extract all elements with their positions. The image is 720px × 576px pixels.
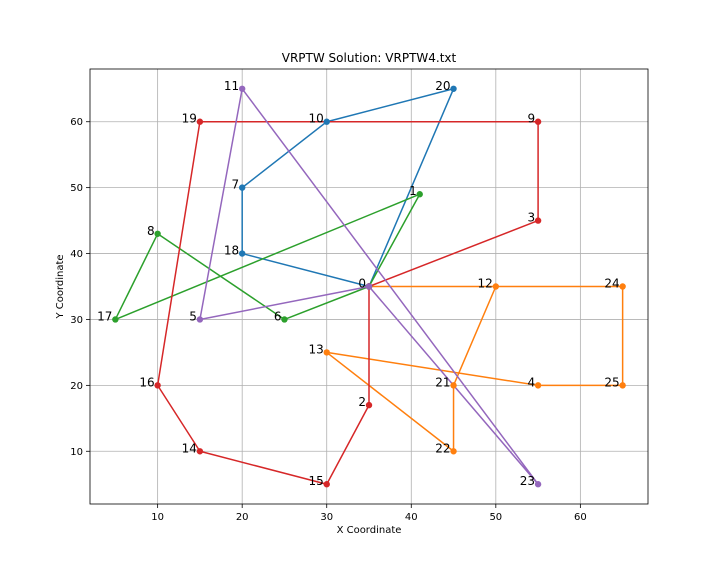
x-tick-label: 20 (236, 512, 249, 523)
route-point-2 (450, 448, 457, 455)
y-tick-label: 30 (70, 315, 83, 326)
node-label: 22 (435, 441, 450, 455)
node-label: 3 (527, 211, 535, 225)
route-point-3 (112, 316, 119, 323)
route-point-4 (196, 448, 204, 455)
x-tick-label: 50 (489, 512, 502, 523)
route-point-5 (238, 85, 246, 92)
route-point-2 (534, 382, 542, 389)
points (112, 85, 626, 488)
route-point-5 (365, 283, 373, 290)
node-label: 18 (224, 244, 239, 258)
node-label: 21 (435, 375, 450, 389)
y-axis-label: Y Coordinate (55, 254, 66, 319)
route-point-5 (196, 316, 204, 323)
node-label: 12 (478, 277, 493, 291)
node-label: 1 (409, 184, 417, 198)
node-label: 10 (308, 112, 323, 126)
node-label: 8 (147, 224, 155, 238)
y-tick-label: 10 (70, 447, 83, 458)
y-tick-label: 50 (70, 183, 83, 194)
y-tick-label: 20 (70, 381, 83, 392)
node-label: 20 (435, 79, 450, 93)
route-point-4 (196, 118, 204, 125)
node-label: 9 (527, 112, 535, 126)
route-point-3 (154, 230, 161, 237)
x-tick-label: 60 (574, 512, 587, 523)
node-label: 13 (308, 342, 323, 356)
x-tick-label: 40 (405, 512, 418, 523)
y-tick-label: 40 (70, 249, 83, 260)
route-point-2 (492, 283, 500, 290)
depot-label: 0 (358, 277, 366, 291)
y-tick-label: 60 (70, 117, 83, 128)
route-point-4 (323, 481, 330, 488)
node-label: 23 (520, 474, 535, 488)
route-line-3 (114, 193, 421, 321)
node-label: 16 (139, 375, 154, 389)
route-point-4 (534, 217, 542, 224)
node-label: 25 (604, 375, 619, 389)
route-point-1 (450, 85, 457, 92)
route-point-1 (238, 250, 246, 257)
x-tick-label: 30 (320, 512, 333, 523)
route-point-2 (619, 283, 626, 290)
x-tick-label: 10 (151, 512, 164, 523)
route-point-3 (281, 316, 288, 323)
route-point-4 (534, 118, 542, 125)
route-point-1 (238, 184, 246, 191)
route-point-1 (323, 118, 330, 125)
route-point-4 (154, 382, 161, 389)
plot-frame (89, 68, 649, 505)
route-point-3 (416, 191, 423, 198)
route-point-2 (450, 382, 457, 389)
node-label: 24 (604, 277, 619, 291)
node-label: 2 (358, 395, 366, 409)
route-point-2 (323, 349, 330, 356)
chart-title: VRPTW Solution: VRPTW4.txt (282, 51, 457, 65)
node-label: 7 (232, 178, 240, 192)
node-label: 5 (189, 309, 197, 323)
node-label: 17 (97, 309, 112, 323)
node-label: 6 (274, 309, 282, 323)
route-point-2 (619, 382, 626, 389)
route-point-5 (534, 481, 542, 488)
node-label: 4 (527, 375, 535, 389)
node-label: 19 (182, 112, 197, 126)
node-label: 14 (182, 441, 197, 455)
x-axis-label: X Coordinate (337, 525, 402, 536)
node-label: 11 (224, 79, 239, 93)
grid (90, 69, 648, 504)
node-label: 15 (308, 474, 323, 488)
route-point-4 (365, 401, 373, 409)
